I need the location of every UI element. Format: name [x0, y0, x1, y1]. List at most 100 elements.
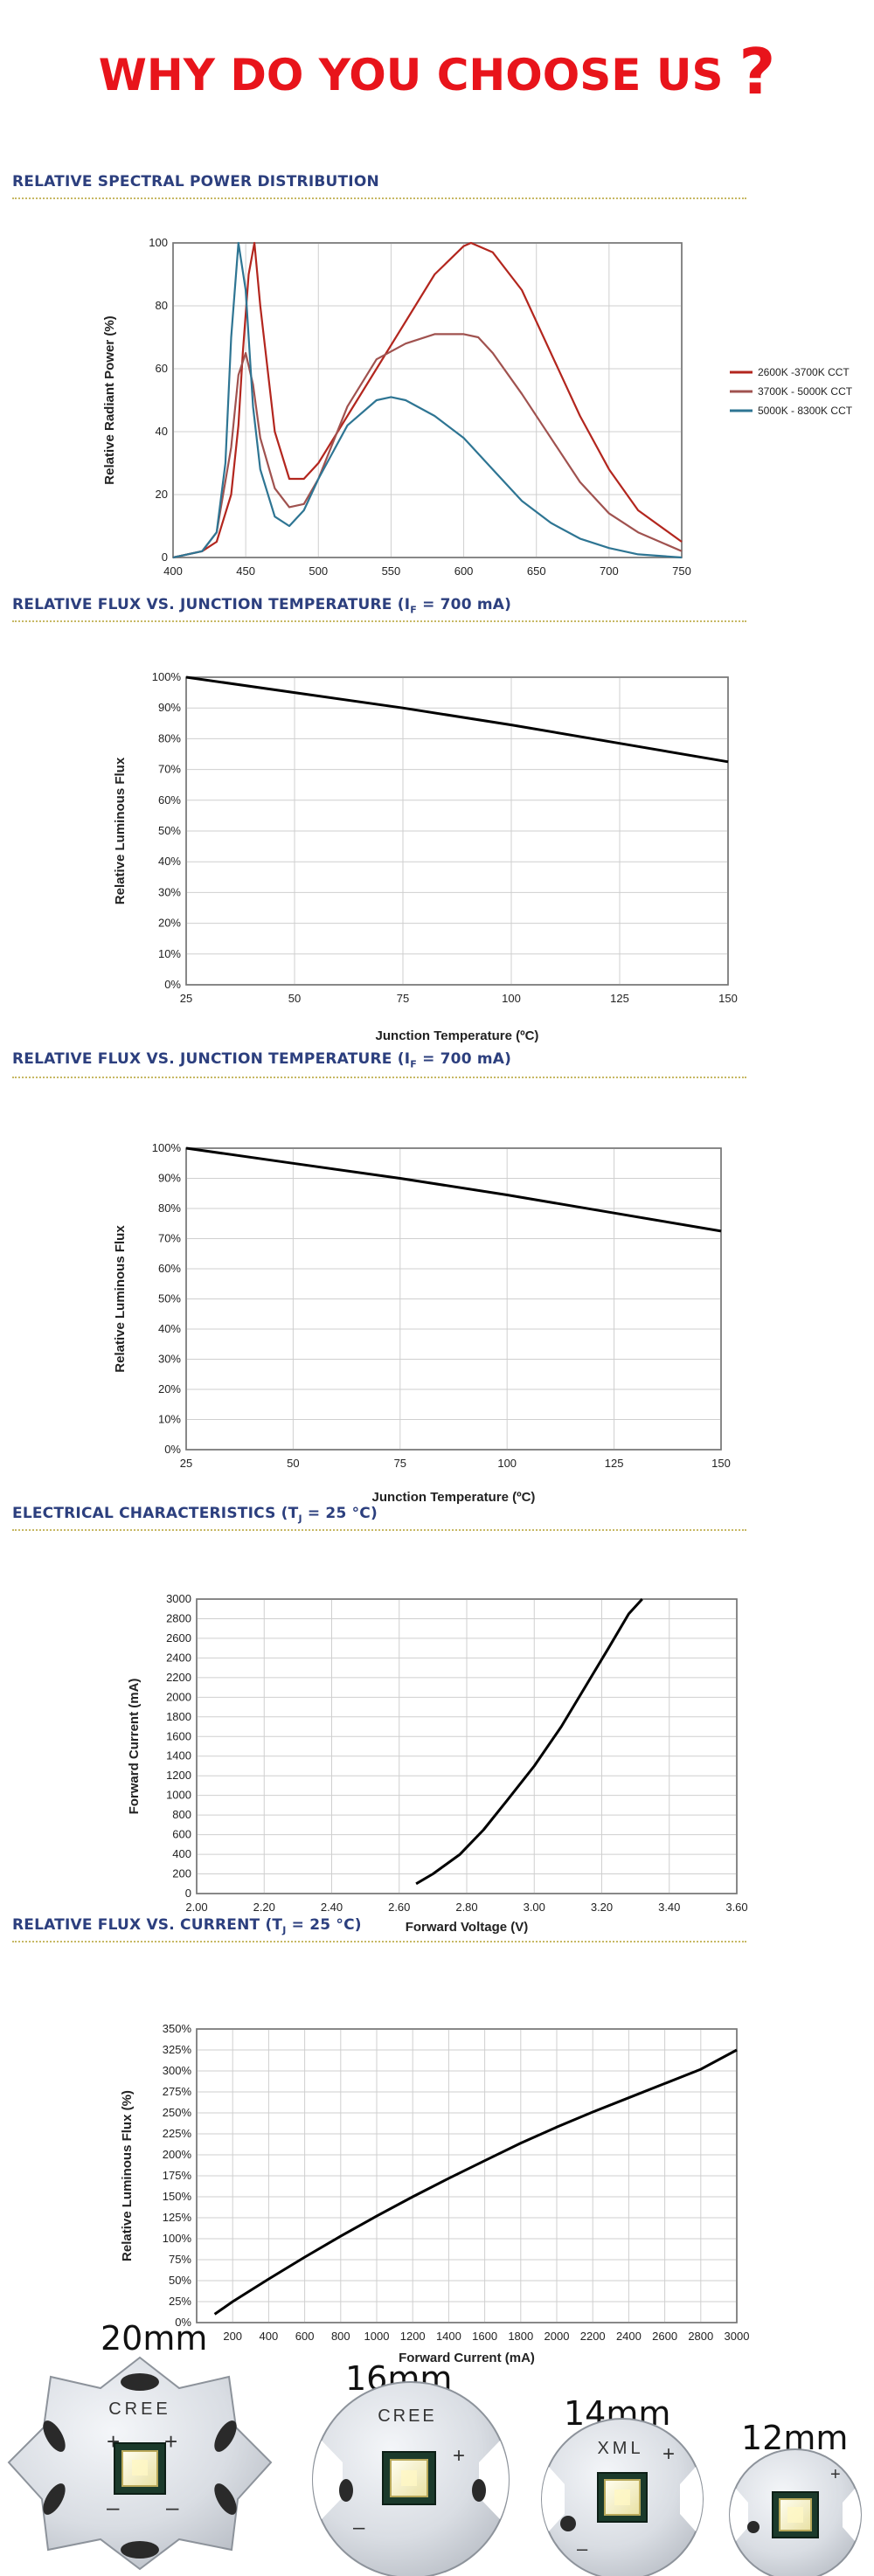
title-sub: J: [282, 1924, 287, 1936]
y-tick-label: 2400: [166, 1651, 191, 1664]
electrical-section-title: ELECTRICAL CHARACTERISTICS (TJ = 25 °C): [12, 1505, 378, 1524]
y-tick-label: 10%: [158, 1413, 181, 1426]
x-tick-label: 3.40: [658, 1901, 680, 1914]
y-tick-label: 60%: [158, 793, 181, 807]
flux-temp-1-chart: 25 50 75 100 125 150 0% 10% 20% 30% 40% 50% 60% 70% 80…: [113, 670, 738, 1043]
y-tick-label: 275%: [163, 2085, 192, 2098]
x-tick-label: 75: [397, 992, 409, 1005]
y-tick-label: 1800: [166, 1710, 191, 1723]
question-mark: ?: [739, 35, 776, 108]
y-tick-label: 1200: [166, 1769, 191, 1782]
x-tick-label: 2.20: [253, 1901, 275, 1914]
x-tick-label: 1800: [508, 2330, 533, 2343]
y-axis-label: Relative Luminous Flux: [113, 757, 128, 904]
y-tick-label: 200: [172, 1867, 191, 1880]
y-tick-label: 60: [156, 362, 168, 375]
x-tick-label: 3.00: [524, 1901, 545, 1914]
y-tick-label: 80: [156, 299, 168, 312]
flux-current-divider: [12, 1941, 746, 1942]
legend-entry: 2600K -3700K CCT: [758, 366, 850, 378]
x-tick-label: 200: [223, 2330, 242, 2343]
x-tick-label: 150: [711, 1457, 731, 1470]
y-tick-label: 2800: [166, 1611, 191, 1624]
y-tick-label: 125%: [163, 2211, 192, 2224]
series-line: [172, 241, 683, 559]
x-tick-label: 125: [610, 992, 629, 1005]
svg-text:+: +: [662, 2442, 675, 2466]
x-tick-label: 500: [309, 564, 328, 578]
x-tick-label: 2400: [616, 2330, 642, 2343]
legend-entry: 5000K - 8300K CCT: [758, 405, 853, 417]
electrical-divider: [12, 1529, 746, 1531]
y-tick-label: 175%: [163, 2169, 192, 2182]
x-axis-label: Junction Temperature (ºC): [376, 1028, 539, 1043]
x-tick-label: 2000: [545, 2330, 570, 2343]
headline-text: WHY DO YOU CHOOSE US: [98, 50, 724, 100]
board-16mm-brand: CREE: [378, 2406, 437, 2426]
electrical-chart: 2.00 2.20 2.40 2.60 2.80 3.00 3.20 3.40 3.60 0 200…: [127, 1592, 748, 1935]
plot-area: [172, 242, 683, 558]
x-tick-label: 100: [497, 1457, 517, 1470]
title-sub: F: [410, 604, 417, 616]
y-tick-label: 70%: [158, 1232, 181, 1245]
svg-text:–: –: [353, 2516, 365, 2539]
plot-frame: [185, 676, 729, 986]
svg-text:+: +: [830, 2465, 841, 2484]
series-line: [415, 1597, 643, 1886]
y-tick-label: 20%: [158, 917, 181, 930]
x-tick-label: 650: [527, 564, 546, 578]
x-tick-label: 100: [502, 992, 521, 1005]
y-tick-label: 100%: [152, 1141, 182, 1154]
x-tick-label: 700: [600, 564, 619, 578]
y-tick-label: 300%: [163, 2064, 192, 2077]
y-tick-label: 800: [172, 1808, 191, 1821]
board-12mm: +: [729, 2448, 862, 2576]
svg-text:–: –: [577, 2538, 588, 2559]
y-tick-label: 0: [185, 1887, 191, 1900]
x-tick-label: 2.80: [455, 1901, 477, 1914]
x-tick-label: 50: [287, 1457, 299, 1470]
x-tick-label: 2.60: [388, 1901, 410, 1914]
title-pre: RELATIVE FLUX VS. CURRENT (T: [12, 1916, 283, 1934]
plot-frame: [172, 242, 683, 558]
x-tick-label: 550: [382, 564, 401, 578]
led-boards-photo: CREE + + – – CREE + – XML + –: [7, 2356, 862, 2576]
y-tick-label: 1000: [166, 1789, 191, 1802]
x-tick-label: 3.20: [591, 1901, 613, 1914]
plot-frame: [196, 2028, 738, 2323]
title-sub: F: [410, 1058, 417, 1070]
x-tick-label: 150: [718, 992, 738, 1005]
plot-frame: [196, 1598, 738, 1894]
y-tick-label: 40%: [158, 1322, 181, 1335]
svg-text:+: +: [453, 2444, 465, 2468]
x-tick-label: 50: [288, 992, 301, 1005]
svg-text:+: +: [164, 2428, 177, 2455]
y-tick-label: 100%: [163, 2232, 192, 2245]
x-tick-label: 800: [331, 2330, 350, 2343]
y-axis-label: Relative Radiant Power (%): [102, 315, 117, 484]
y-tick-label: 50%: [169, 2274, 191, 2287]
y-tick-label: 250%: [163, 2106, 192, 2119]
series-line: [185, 675, 729, 764]
x-tick-label: 1000: [364, 2330, 390, 2343]
svg-text:–: –: [166, 2494, 179, 2520]
y-tick-label: 50%: [158, 824, 181, 837]
x-tick-label: 2800: [688, 2330, 713, 2343]
y-tick-label: 325%: [163, 2043, 192, 2056]
y-tick-label: 80%: [158, 1201, 181, 1215]
y-tick-label: 10%: [158, 947, 181, 960]
series-line: [213, 2048, 738, 2316]
x-tick-label: 1400: [436, 2330, 461, 2343]
title-pre: RELATIVE FLUX VS. JUNCTION TEMPERATURE (…: [12, 1050, 411, 1068]
y-tick-label: 2000: [166, 1690, 191, 1703]
y-tick-label: 0: [162, 551, 168, 564]
y-tick-label: 40: [156, 425, 168, 438]
x-tick-label: 450: [236, 564, 255, 578]
x-tick-label: 2600: [652, 2330, 677, 2343]
x-tick-label: 3.60: [725, 1901, 747, 1914]
x-axis-label: Junction Temperature (ºC): [372, 1490, 536, 1505]
flux-temp-2-chart: 25 50 75 100 125 150 0% 10% 20% 30% 40% 50% 60% 70% 80…: [113, 1141, 731, 1505]
y-tick-label: 30%: [158, 885, 181, 898]
y-tick-label: 25%: [169, 2295, 191, 2308]
y-tick-label: 2600: [166, 1631, 191, 1645]
